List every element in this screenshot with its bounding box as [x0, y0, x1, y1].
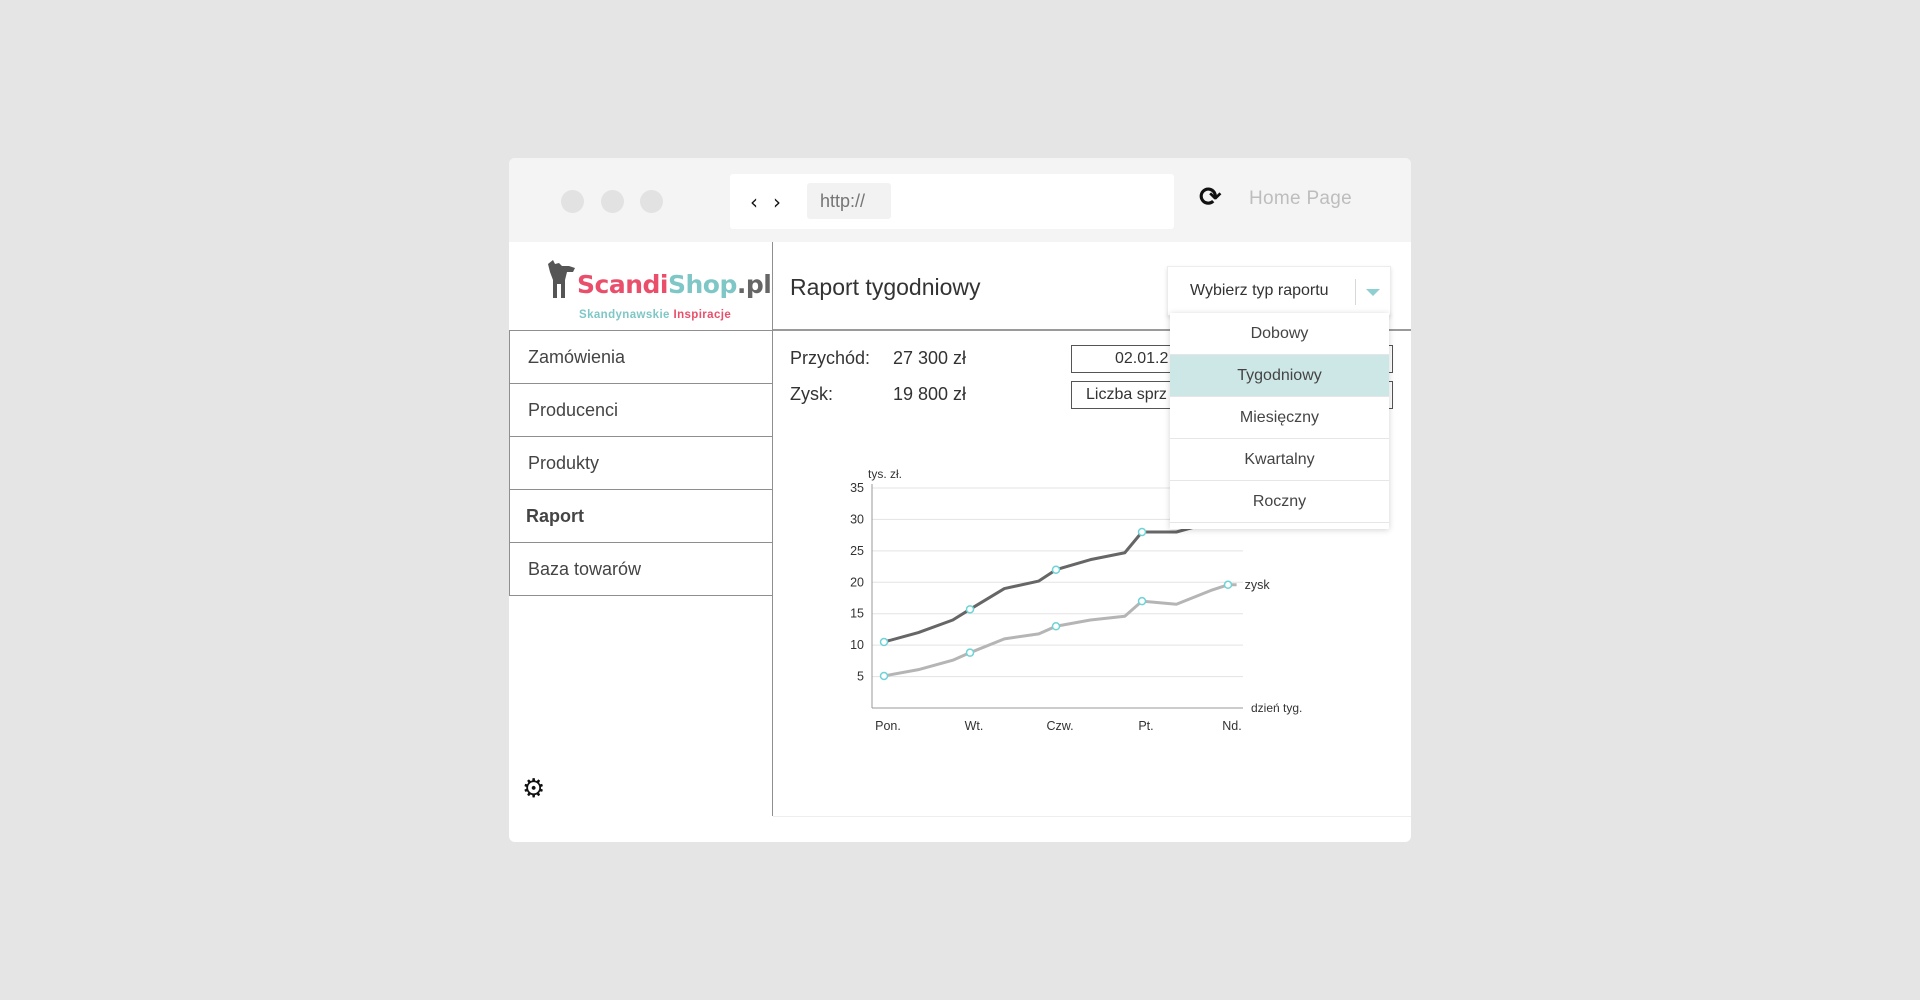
sidebar-item-baza-towarow[interactable]: Baza towarów [509, 543, 773, 596]
y-tick-label: 35 [850, 481, 864, 495]
data-point [965, 605, 975, 614]
sidebar-item-raport[interactable]: Raport [509, 490, 773, 543]
page-title: Raport tygodniowy [790, 274, 981, 300]
x-tick-label: Czw. [1046, 719, 1073, 733]
browser-window: ‹ › ⟳ Home Page ScandiShop.pl Skandynaws… [509, 158, 1411, 842]
header-divider [773, 329, 1411, 331]
sidebar-item-zamowienia[interactable]: Zamówienia [509, 331, 773, 384]
sidebar-menu: Zamówienia Producenci Produkty Raport Ba… [509, 330, 773, 596]
address-bar: ‹ › [730, 174, 1174, 229]
browser-titlebar: ‹ › ⟳ Home Page [509, 158, 1411, 242]
chart-y-label: tys. zł. [868, 467, 902, 481]
revenue-value: 27 300 zł [893, 348, 967, 368]
sidebar: ScandiShop.pl Skandynawskie Inspiracje Z… [509, 242, 773, 816]
data-point [1137, 596, 1147, 606]
chart-series: zysk [879, 499, 1271, 681]
x-tick-label: Pon. [875, 719, 901, 733]
data-point [879, 671, 889, 681]
logo-wordmark: ScandiShop.pl [577, 270, 772, 299]
window-maximize-dot[interactable] [640, 190, 663, 213]
select-separator [1355, 279, 1356, 305]
y-tick-label: 20 [850, 575, 864, 589]
y-tick-label: 30 [850, 512, 864, 526]
gear-icon[interactable]: ⚙ [522, 774, 546, 804]
dropdown-option-miesieczny[interactable]: Miesięczny [1170, 397, 1389, 439]
sidebar-item-producenci[interactable]: Producenci [509, 384, 773, 437]
data-point [879, 637, 889, 647]
data-point [1051, 565, 1061, 574]
footer-divider [773, 816, 1411, 817]
back-arrow-icon[interactable]: ‹ [750, 190, 758, 214]
dropdown-option-dobowy[interactable]: Dobowy [1170, 313, 1389, 355]
data-point [965, 648, 975, 657]
window-close-dot[interactable] [561, 190, 584, 213]
profit-label: Zysk: [790, 384, 833, 404]
dropdown-option-tygodniowy[interactable]: Tygodniowy [1170, 355, 1389, 397]
y-tick-label: 5 [857, 670, 864, 684]
report-type-select-label: Wybierz typ raportu [1190, 282, 1329, 299]
home-page-link[interactable]: Home Page [1249, 188, 1353, 209]
revenue-label: Przychód: [790, 348, 871, 368]
logo-word-shop: Shop [667, 270, 737, 299]
moose-logo-icon [548, 260, 575, 298]
x-tick-label: Wt. [965, 719, 984, 733]
report-type-select[interactable]: Wybierz typ raportu [1167, 266, 1391, 316]
y-tick-label: 10 [850, 638, 864, 652]
x-tick-label: Pt. [1138, 719, 1153, 733]
forward-arrow-icon[interactable]: › [773, 190, 781, 214]
report-type-dropdown: Dobowy Tygodniowy Miesięczny Kwartalny R… [1170, 313, 1389, 529]
logo-tagline: Skandynawskie Inspiracje [579, 309, 731, 321]
reload-icon[interactable]: ⟳ [1199, 182, 1222, 213]
logo-word-scandi: Scandi [577, 270, 668, 299]
y-tick-label: 15 [850, 607, 864, 621]
logo-tagline-2: Inspiracje [673, 309, 732, 321]
dropdown-option-roczny[interactable]: Roczny [1170, 481, 1389, 523]
chart-x-ticks: Pon. Wt. Czw. Pt. Nd. [875, 719, 1242, 733]
series-label-zysk: zysk [1245, 578, 1271, 592]
chevron-down-icon[interactable] [1366, 289, 1380, 296]
y-tick-label: 25 [850, 544, 864, 558]
data-point [1051, 622, 1061, 631]
scandishop-logo[interactable]: ScandiShop.pl Skandynawskie Inspiracje [545, 252, 772, 332]
data-point [1137, 527, 1147, 537]
dropdown-option-kwartalny[interactable]: Kwartalny [1170, 439, 1389, 481]
sidebar-item-produkty[interactable]: Produkty [509, 437, 773, 490]
chart-y-ticks: 5 10 15 20 25 30 35 [850, 481, 864, 684]
logo-word-pl: .pl [736, 270, 772, 299]
logo-tagline-1: Skandynawskie [579, 309, 670, 321]
url-input[interactable] [807, 183, 891, 219]
data-point [1223, 580, 1233, 590]
chart-x-label: dzień tyg. [1251, 701, 1302, 715]
window-minimize-dot[interactable] [601, 190, 624, 213]
weekly-report-chart: 5 10 15 20 25 30 35 Pon. Wt. Czw. Pt. Nd. tys. zł.… [850, 467, 1302, 733]
series-line-2 [883, 583, 1237, 678]
x-tick-label: Nd. [1222, 719, 1241, 733]
profit-value: 19 800 zł [893, 384, 967, 404]
